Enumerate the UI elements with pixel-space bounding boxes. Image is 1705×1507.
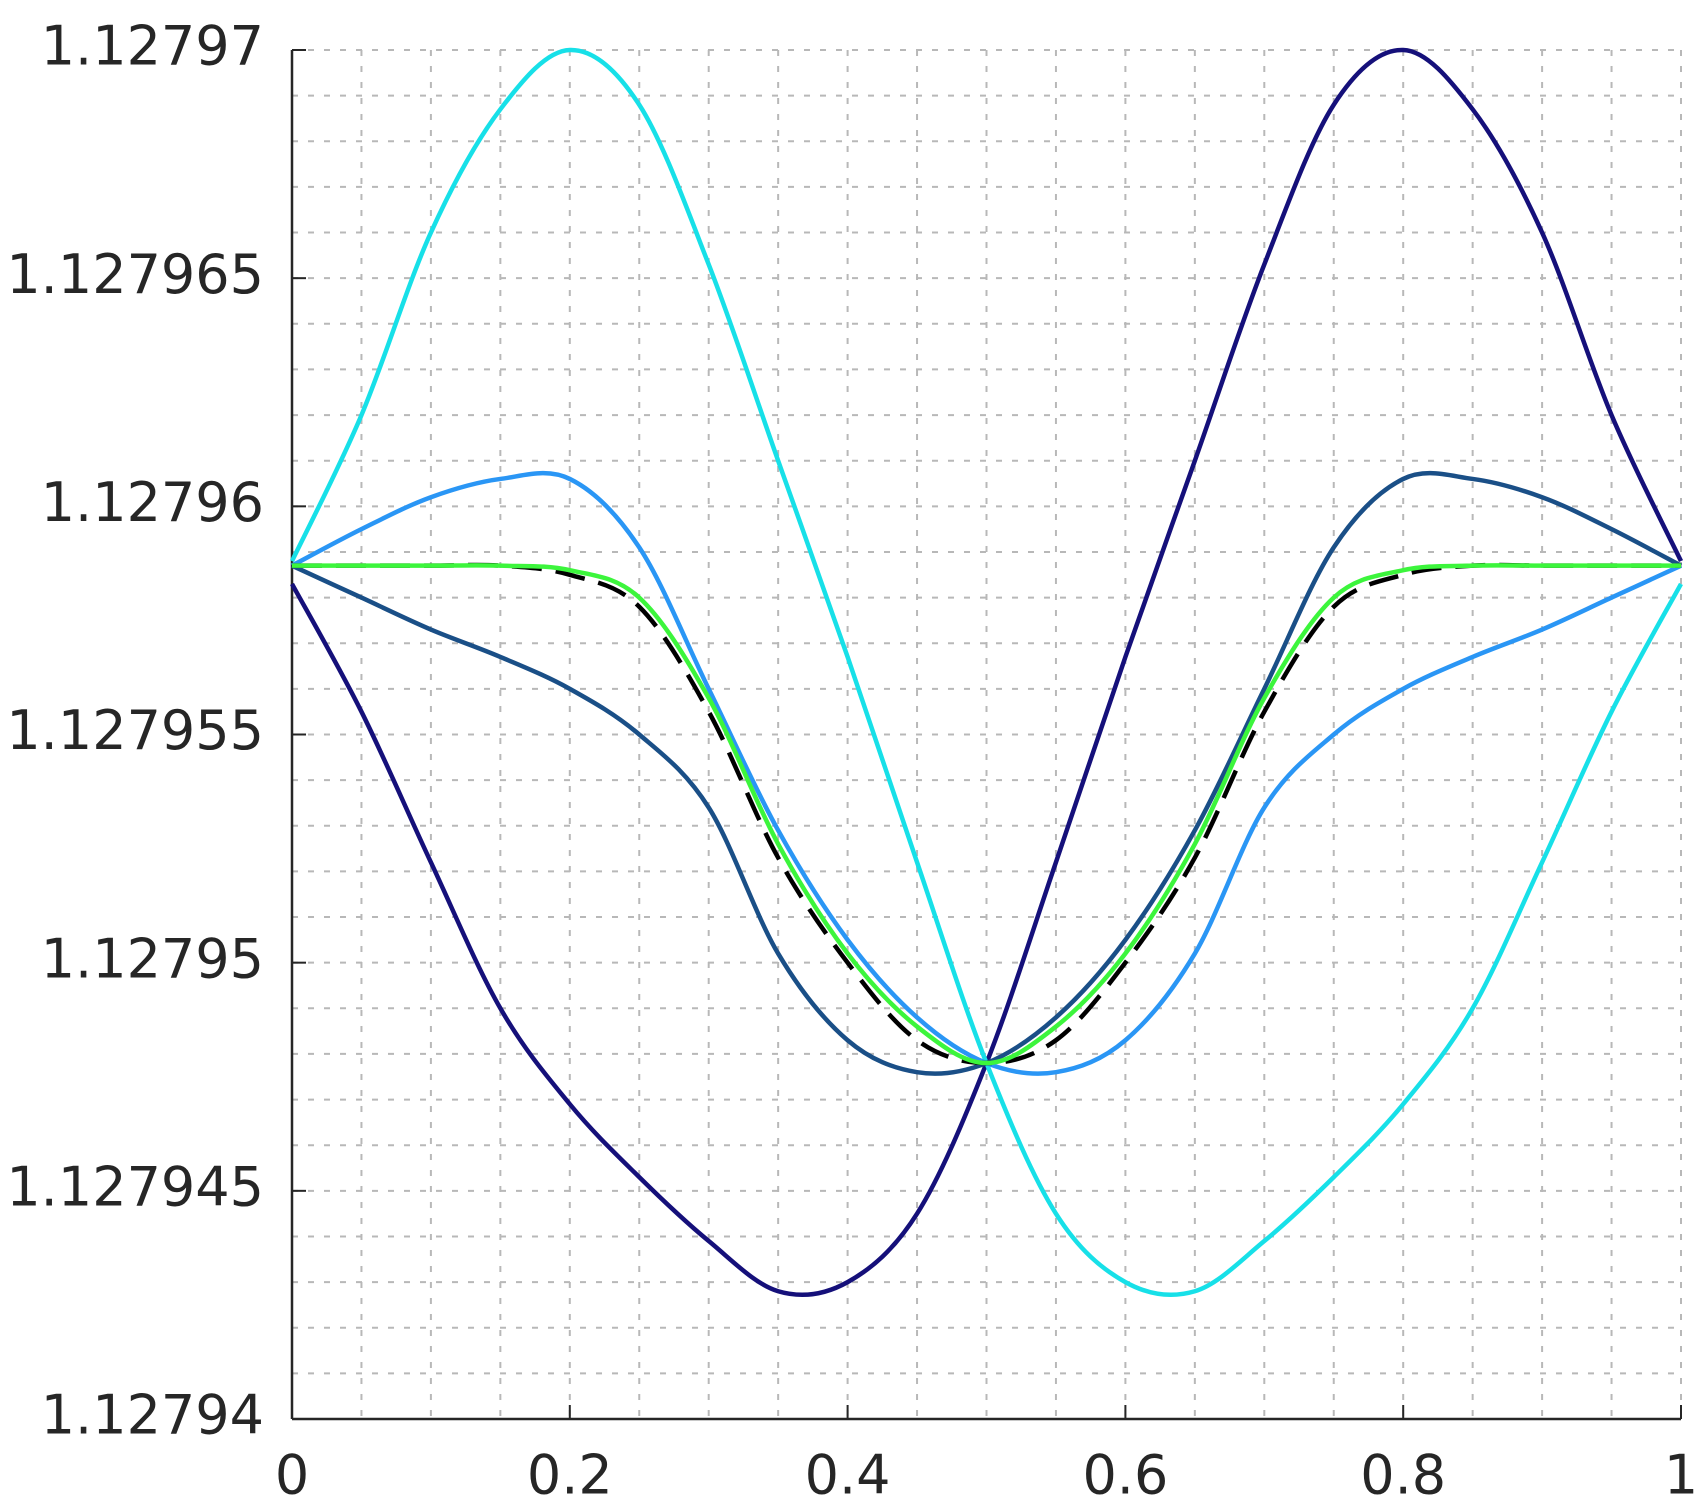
y-tick-label: 1.12796: [41, 471, 264, 534]
y-tick-label: 1.12797: [41, 15, 264, 78]
series-line: [291, 470, 1683, 1076]
y-tick-label: 1.127955: [6, 699, 264, 762]
x-tick-label: 1: [1664, 1444, 1698, 1507]
x-tick-label: 0.8: [1360, 1444, 1446, 1507]
y-tick-label: 1.12795: [41, 927, 264, 990]
x-tick-label: 0.6: [1082, 1444, 1168, 1507]
y-tick-label: 1.12794: [41, 1384, 264, 1447]
series-line: [290, 47, 1684, 1298]
x-tick-label: 0.2: [527, 1444, 613, 1507]
series-line: [292, 563, 1681, 1066]
y-tick-label: 1.127965: [6, 243, 264, 306]
x-tick-label: 0: [275, 1444, 309, 1507]
series-line: [289, 47, 1683, 1298]
y-tick-label: 1.127945: [6, 1155, 264, 1218]
series-line: [290, 470, 1682, 1076]
x-tick-label: 0.4: [805, 1444, 891, 1507]
series-line: [292, 562, 1681, 1066]
